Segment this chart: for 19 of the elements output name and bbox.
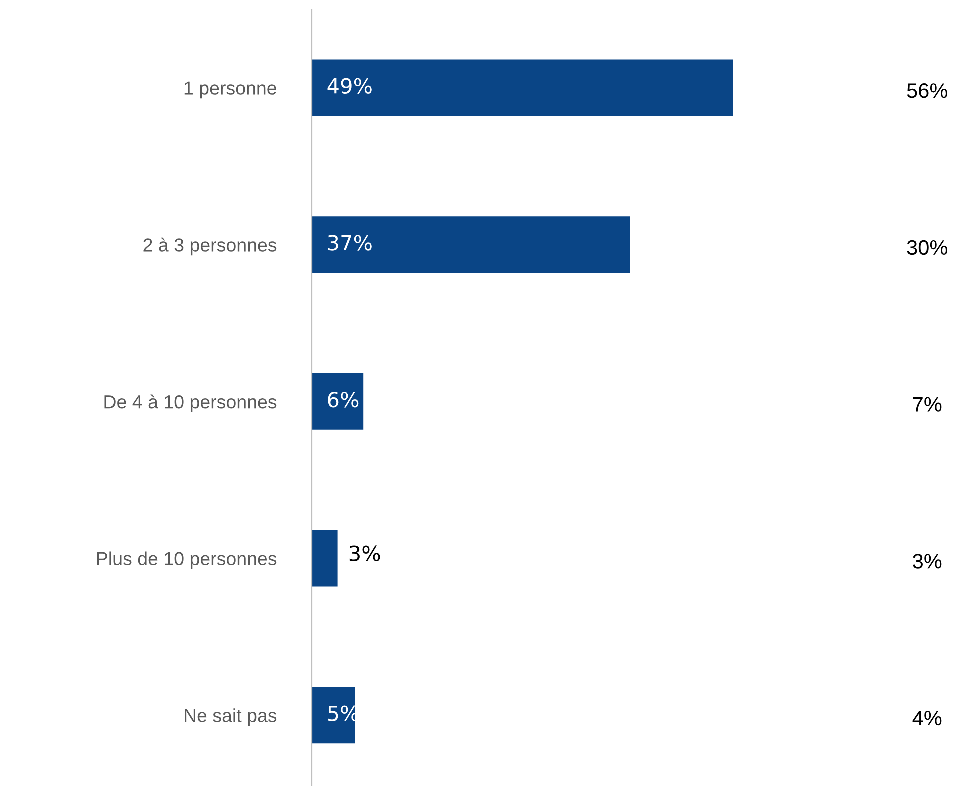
y-tick-label: 2 à 3 personnes [144,238,277,256]
bar [312,530,338,587]
y-tick-label: De 4 à 10 personnes [104,394,277,412]
data-label: 49% [328,78,372,94]
text: 30% [907,240,948,256]
y-tick-label: 1 personne [184,82,276,99]
y-tick-label: Ne sait pas [185,708,277,726]
bar [312,373,364,430]
text: 4% [912,711,942,726]
text: 56% [907,83,948,98]
data-label: 3% [350,546,380,562]
bar [312,687,356,744]
bar [312,216,630,274]
data-label: 37% [328,235,372,251]
text: 7% [913,397,942,412]
y-tick-label: Plus de 10 personnes [97,552,277,570]
text: 3% [913,554,942,569]
data-label: 6% [328,392,359,408]
bar [312,60,734,116]
